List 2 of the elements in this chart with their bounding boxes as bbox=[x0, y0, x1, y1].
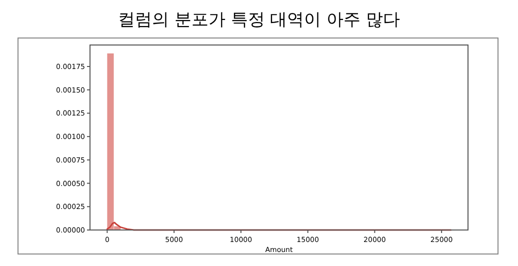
chart-title: 컬럼의 분포가 특정 대역이 아주 많다 bbox=[118, 10, 400, 30]
line-series bbox=[106, 222, 452, 231]
